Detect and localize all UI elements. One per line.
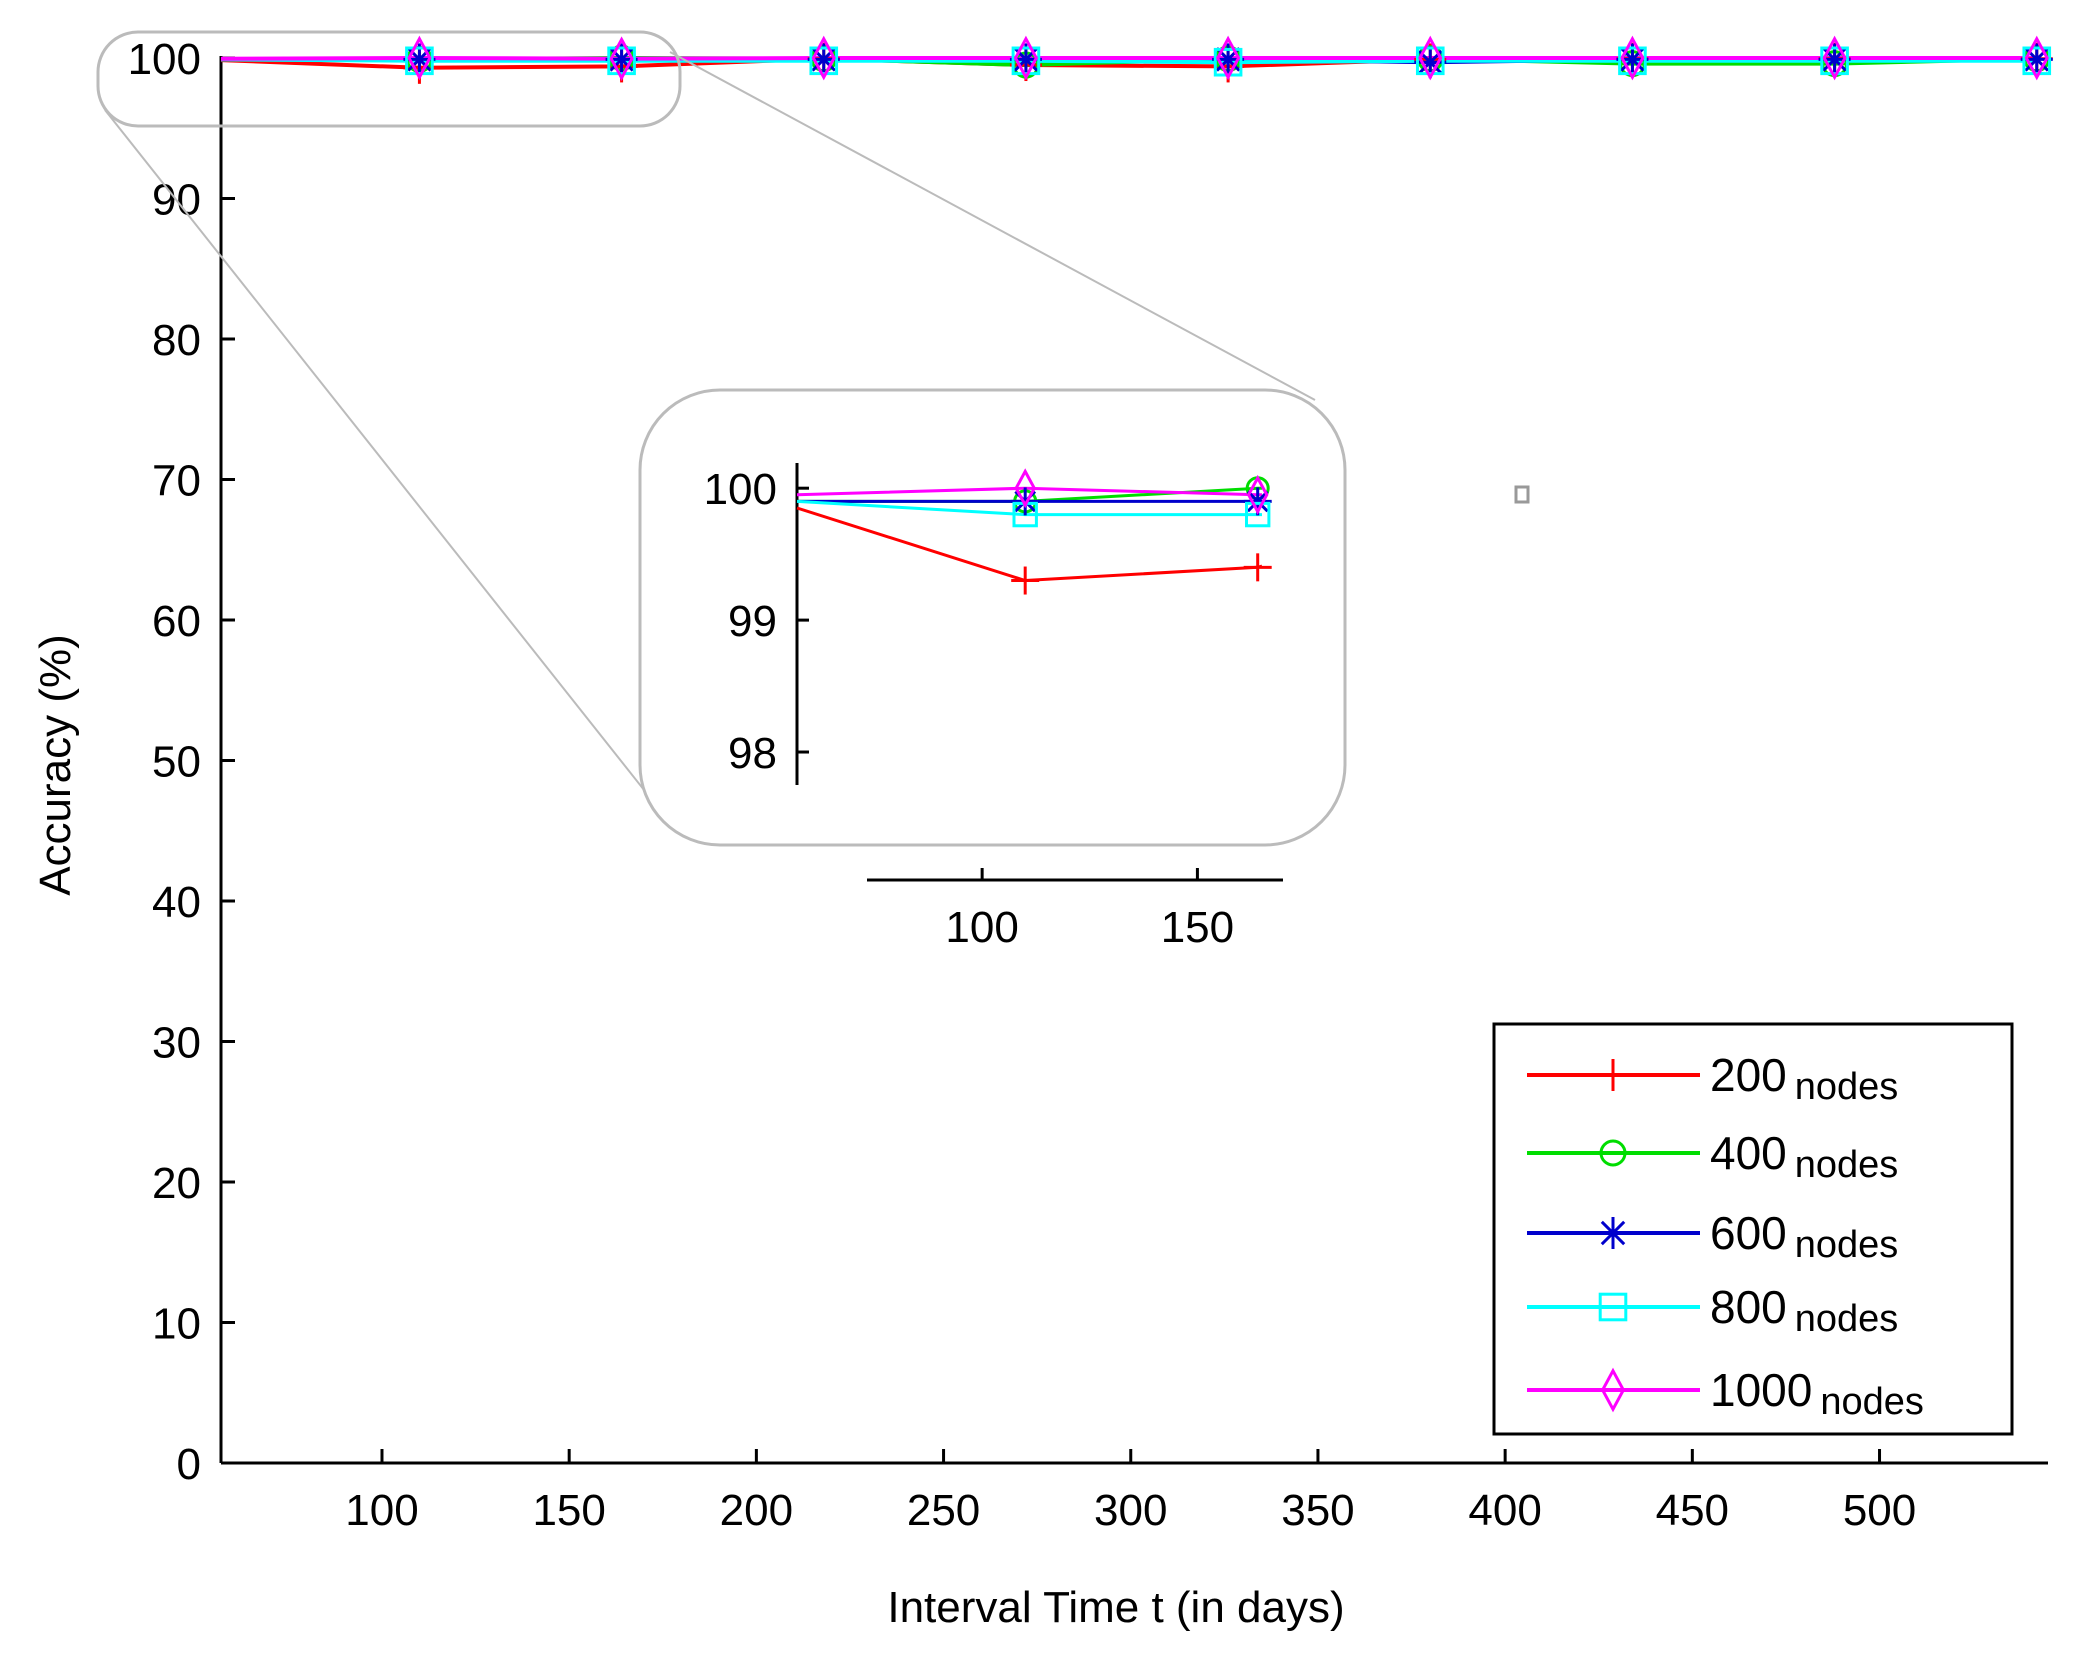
legend-marker [1599,1139,1627,1167]
main-plot-area: 100 150 200 250 300 350 400 450 500 0 10 20 30 40 50 60… [128,35,2053,1535]
legend-label-value: 400 [1710,1127,1787,1179]
inset-y-tick-label: 98 [728,729,777,778]
data-point-1000-nodes [2024,35,2049,81]
series-line-800-nodes [220,57,2037,65]
legend-label: 600 nodes [1710,1207,1898,1266]
data-point-1000-nodes [1620,35,1645,81]
legend-label: 200 nodes [1710,1049,1898,1108]
y-tick-label: 0 [177,1440,201,1489]
inset-data-point-200-nodes [1011,566,1040,595]
legend-label-value: 1000 [1710,1364,1812,1416]
legend-item-1000-nodes: 1000 nodes [1527,1364,1924,1423]
legend-item-200-nodes: 200 nodes [1527,1049,1898,1108]
inset-data-point-200-nodes [1243,553,1272,582]
data-point-1000-nodes [1822,35,1847,81]
inset-series-line-800-nodes [796,499,1262,517]
y-tick-label: 60 [152,597,201,646]
legend-label-unit: nodes [1820,1381,1924,1423]
data-point-800-nodes [1618,46,1647,76]
data-point-1000-nodes [811,35,836,81]
inset-plot-area: 98 99 100 100 150 [704,463,1283,952]
inset-data-point-1000-nodes [1014,468,1036,509]
inset-data-point-800-nodes [1244,501,1271,528]
data-point-800-nodes [405,46,434,76]
zoom-source-outline [96,30,682,128]
inset-x-tick-label: 100 [945,903,1018,952]
x-tick-label: 450 [1656,1486,1729,1535]
data-point-800-nodes [809,46,839,76]
x-tick-label: 200 [720,1486,793,1535]
axis-titles: Interval Time t (in days) Accuracy (%) [31,634,1345,1632]
data-point-1000-nodes [1013,35,1039,81]
inset-y-tick-label: 99 [728,597,777,646]
zoom-connector-line [669,51,1316,401]
legend-label: 400 nodes [1710,1127,1898,1186]
legend-label-unit: nodes [1795,1144,1899,1186]
data-point-800-nodes [1011,46,1041,76]
stray-marker [1514,485,1530,504]
x-tick-label: 300 [1094,1486,1167,1535]
inset-data-point-1000-nodes [1246,474,1269,515]
x-tick-label: 350 [1281,1486,1354,1535]
y-tick-label: 40 [152,878,201,927]
legend-label: 800 nodes [1710,1281,1898,1340]
legend-label-value: 800 [1710,1281,1787,1333]
inset-series-line-1000-nodes [796,486,1263,497]
legend-label-value: 600 [1710,1207,1787,1259]
y-tick-label: 30 [152,1019,201,1068]
data-point-800-nodes [607,46,636,76]
legend-label: 1000 nodes [1710,1364,1924,1423]
y-tick-label: 20 [152,1159,201,1208]
data-point-1000-nodes [407,35,432,81]
y-tick-label: 70 [152,457,201,506]
legend-item-800-nodes: 800 nodes [1527,1281,1898,1340]
data-point-800-nodes [1820,46,1849,76]
data-point-1000-nodes [1215,35,1241,81]
legend-label-unit: nodes [1795,1298,1899,1340]
y-tick-label: 100 [128,35,201,84]
legend-item-400-nodes: 400 nodes [1527,1127,1898,1186]
data-point-1000-nodes [1418,35,1443,81]
legend-marker [1597,1059,1629,1091]
x-tick-label: 100 [345,1486,418,1535]
legend-label-unit: nodes [1795,1224,1899,1266]
legend-marker [1597,1217,1629,1249]
x-tick-label: 250 [907,1486,980,1535]
y-tick-label: 10 [152,1300,201,1349]
series-line-1000-nodes [220,55,2037,61]
inset-y-tick-label: 100 [704,465,777,514]
legend-label-unit: nodes [1795,1066,1899,1108]
legend-box [1492,1022,2014,1436]
x-tick-label: 400 [1468,1486,1541,1535]
legend-marker [1598,1292,1628,1322]
legend-marker [1600,1367,1626,1413]
zoom-connector-line [104,109,653,801]
y-tick-label: 50 [152,738,201,787]
data-point-800-nodes [2022,46,2052,76]
x-axis-title: Interval Time t (in days) [887,1583,1344,1632]
legend-item-600-nodes: 600 nodes [1527,1207,1898,1266]
data-point-800-nodes [1415,46,1445,76]
legend-label-value: 200 [1710,1049,1787,1101]
x-tick-label: 150 [532,1486,605,1535]
data-point-1000-nodes [609,36,634,82]
x-tick-label: 500 [1843,1486,1916,1535]
zoom-callout [96,30,1530,847]
inset-x-tick-label: 150 [1161,903,1234,952]
y-axis-title: Accuracy (%) [31,634,80,896]
y-tick-label: 80 [152,316,201,365]
